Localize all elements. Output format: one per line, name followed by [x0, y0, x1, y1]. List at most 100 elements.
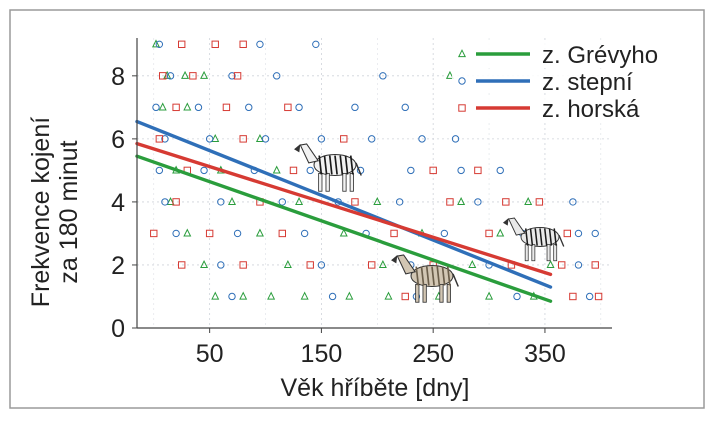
- data-point-circle-44: [317, 261, 326, 269]
- data-point-square-15: [474, 166, 482, 175]
- data-point-triangle-12: [166, 196, 175, 206]
- data-point-square-7: [222, 103, 231, 112]
- data-point-square-29: [178, 261, 186, 269]
- data-point-square-32: [368, 261, 376, 269]
- data-point-circle-7: [152, 103, 160, 112]
- data-point-square-10: [239, 135, 247, 143]
- data-point-circle-11: [351, 103, 359, 112]
- y-tick-label-0: 0: [111, 315, 125, 343]
- x-axis-label: Věk hříběte [dny]: [280, 374, 469, 402]
- data-point-circle-52: [585, 292, 594, 301]
- legend-marker-circle: [458, 77, 466, 85]
- data-point-circle-8: [194, 103, 203, 112]
- data-point-circle-21: [200, 166, 208, 175]
- data-point-triangle-25: [378, 260, 387, 269]
- data-point-square-22: [150, 229, 158, 238]
- data-point-triangle-10: [272, 165, 281, 174]
- zebra-icon-mountain: [502, 217, 565, 262]
- trend-line-square: [135, 141, 553, 277]
- data-point-square-28: [563, 229, 571, 238]
- data-point-circle-51: [513, 292, 521, 301]
- data-point-circle-35: [172, 229, 180, 238]
- data-point-circle-3: [166, 72, 175, 80]
- data-point-triangle-23: [200, 260, 209, 269]
- data-point-circle-0: [155, 40, 164, 49]
- data-point-circle-6: [379, 72, 387, 80]
- data-point-triangle-17: [524, 196, 533, 206]
- zebra-icon-plains: [294, 143, 362, 192]
- data-point-circle-49: [328, 292, 337, 301]
- data-point-triangle-18: [183, 228, 192, 237]
- x-tick-label-2: 250: [412, 340, 454, 368]
- data-point-triangle-16: [457, 196, 466, 206]
- data-point-circle-19: [451, 135, 460, 143]
- data-point-circle-23: [306, 166, 314, 175]
- data-point-circle-27: [496, 166, 504, 175]
- legend-label-triangle: z. Grévyho: [542, 42, 658, 69]
- data-point-triangle-6: [211, 133, 220, 142]
- y-tick-label-2: 4: [111, 189, 125, 217]
- data-point-circle-34: [569, 198, 577, 206]
- trend-line-circle: [135, 119, 553, 289]
- data-point-square-26: [485, 229, 493, 238]
- data-point-square-30: [239, 261, 247, 269]
- data-point-triangle-35: [485, 291, 494, 300]
- x-tick-label-3: 350: [524, 340, 566, 368]
- data-point-square-25: [390, 229, 398, 238]
- data-point-circle-25: [407, 166, 415, 175]
- data-point-square-37: [401, 292, 409, 301]
- zebra-icon-grevy: [391, 254, 459, 303]
- data-point-circle-20: [155, 166, 164, 175]
- data-point-triangle-29: [239, 291, 248, 300]
- data-point-square-11: [340, 135, 348, 143]
- data-point-triangle-28: [211, 291, 220, 300]
- data-point-square-23: [205, 229, 214, 238]
- trend-line-triangle: [135, 154, 553, 303]
- legend-marker-triangle: [457, 49, 467, 58]
- data-point-circle-33: [474, 198, 482, 206]
- data-point-square-16: [172, 198, 180, 206]
- data-point-circle-16: [317, 135, 326, 143]
- data-point-circle-42: [591, 229, 599, 238]
- data-point-square-0: [178, 40, 186, 49]
- legend-marker-square: [458, 104, 466, 112]
- data-point-triangle-2: [181, 70, 190, 79]
- data-point-square-6: [172, 103, 180, 112]
- data-point-triangle-22: [496, 228, 505, 237]
- data-point-circle-39: [440, 229, 449, 238]
- y-tick-label-3: 6: [111, 126, 125, 154]
- legend-label-circle: z. stepní: [542, 69, 633, 96]
- data-point-square-2: [239, 40, 247, 49]
- data-point-square-3: [159, 72, 167, 80]
- data-point-triangle-32: [345, 291, 354, 300]
- data-point-circle-15: [261, 135, 270, 143]
- data-point-triangle-0: [151, 39, 161, 48]
- data-point-triangle-14: [295, 196, 304, 206]
- data-point-triangle-19: [255, 228, 264, 237]
- data-point-square-24: [278, 229, 286, 238]
- data-point-square-1: [211, 40, 219, 49]
- data-point-circle-30: [278, 198, 286, 206]
- data-point-triangle-5: [183, 102, 192, 111]
- data-point-triangle-13: [227, 196, 237, 206]
- data-point-circle-36: [233, 229, 242, 238]
- data-point-square-9: [155, 135, 164, 143]
- data-point-circle-4: [228, 72, 236, 80]
- y-tick-label-4: 8: [111, 63, 125, 91]
- data-point-triangle-20: [339, 228, 348, 237]
- y-axis-label-line-2: za 180 minut: [55, 140, 83, 283]
- data-point-circle-2: [312, 40, 320, 49]
- data-point-circle-32: [395, 198, 404, 206]
- data-point-square-13: [289, 166, 298, 175]
- data-point-circle-12: [401, 103, 409, 112]
- data-point-circle-14: [205, 135, 214, 143]
- data-point-circle-29: [217, 198, 225, 206]
- data-point-square-36: [591, 261, 599, 269]
- data-point-circle-9: [245, 103, 253, 112]
- data-point-square-21: [535, 198, 544, 206]
- data-point-triangle-27: [546, 260, 555, 269]
- zebra-illustrations: [294, 143, 565, 303]
- data-point-circle-48: [228, 292, 236, 301]
- y-tick-label-1: 2: [111, 252, 125, 280]
